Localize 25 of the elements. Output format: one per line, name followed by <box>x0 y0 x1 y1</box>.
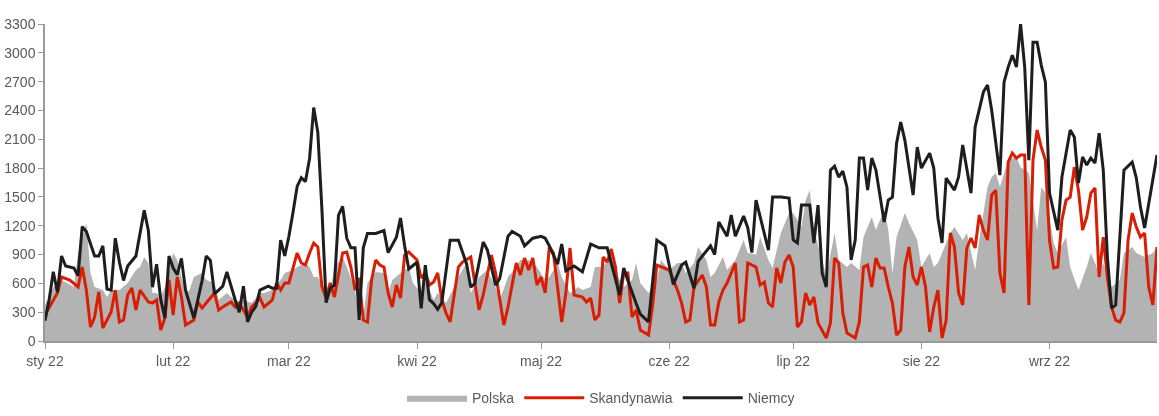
x-tick-label: mar 22 <box>267 352 311 369</box>
x-tick-label: kwi 22 <box>397 352 438 369</box>
y-tick-label: 900 <box>12 246 36 263</box>
line-series <box>45 24 1157 324</box>
y-tick-label: 0 <box>27 332 36 349</box>
y-tick-label: 2100 <box>4 131 36 148</box>
legend-label: Polska <box>472 390 515 407</box>
legend-label: Skandynawia <box>589 390 673 407</box>
y-tick-label: 2400 <box>4 102 36 119</box>
x-tick-label: maj 22 <box>520 352 563 369</box>
y-tick-label: 600 <box>12 275 36 292</box>
y-tick-label: 3300 <box>4 15 36 32</box>
x-tick-label: lut 22 <box>156 352 191 369</box>
y-tick-label: 1800 <box>4 159 36 176</box>
x-tick-label: wrz 22 <box>1027 352 1071 369</box>
legend-label: Niemcy <box>747 390 795 407</box>
y-tick-label: 2700 <box>4 73 36 90</box>
x-tick-label: cze 22 <box>648 352 691 369</box>
x-tick-label: lip 22 <box>776 352 811 369</box>
y-tick-label: 1500 <box>4 188 36 205</box>
x-tick-label: sie 22 <box>902 352 941 369</box>
y-tick-label: 3000 <box>4 44 36 61</box>
y-tick-label: 1200 <box>4 217 36 234</box>
x-tick-label: sty 22 <box>26 352 64 369</box>
y-tick-label: 300 <box>12 304 36 321</box>
